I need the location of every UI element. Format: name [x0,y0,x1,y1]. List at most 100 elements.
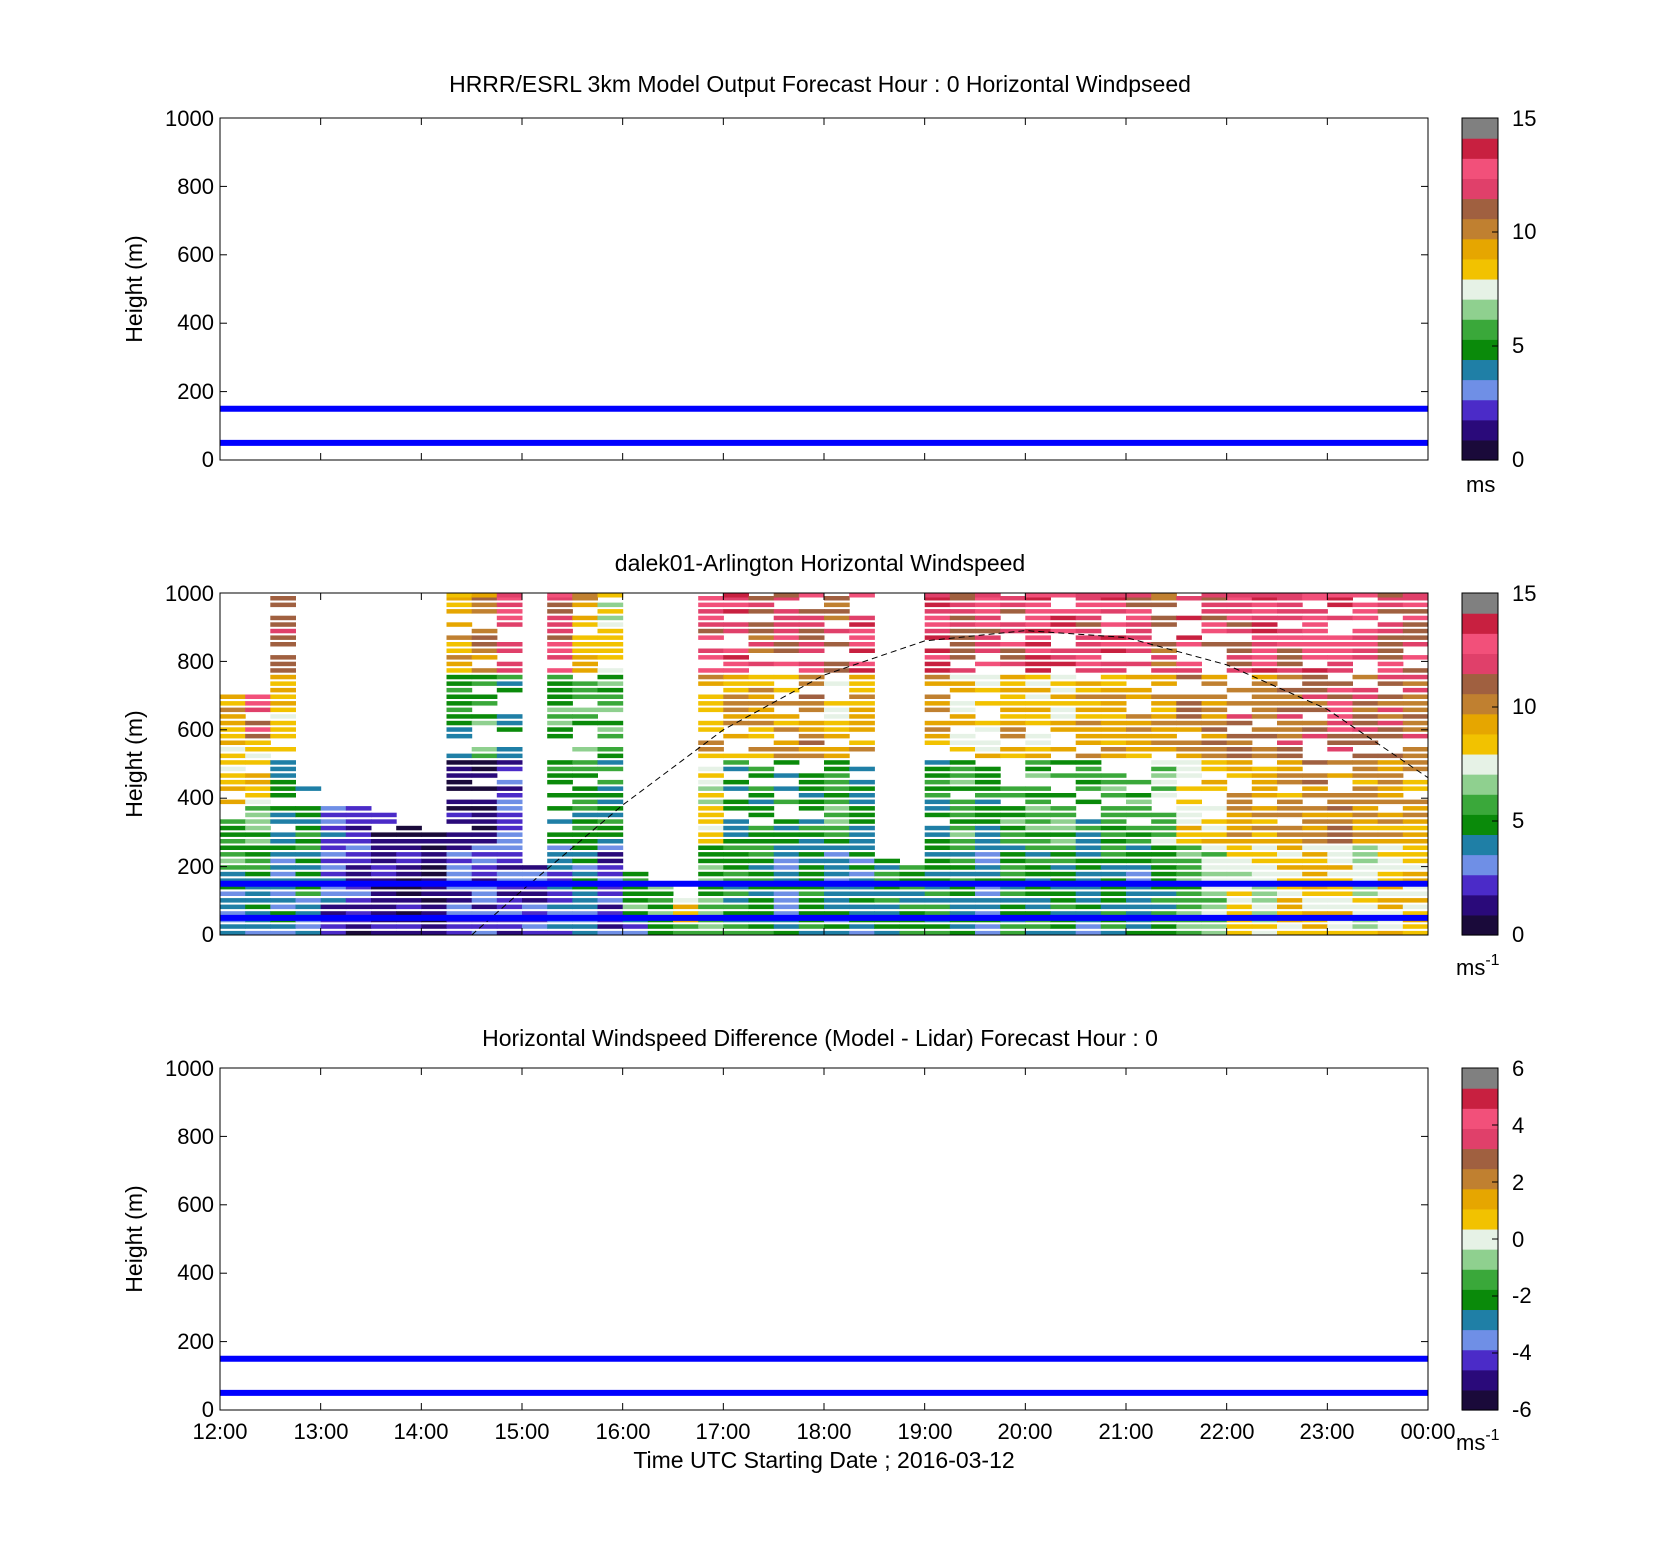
heatmap-cell [622,898,649,903]
heatmap-cell [824,701,850,706]
heatmap-cell [949,674,976,680]
heatmap-cell [798,747,825,752]
y-tick-label: 1000 [165,1056,214,1081]
heatmap-cell [1251,852,1278,857]
heatmap-cell [1075,720,1102,726]
heatmap-cell [446,845,473,850]
heatmap-cell [698,615,724,621]
heatmap-cell [220,760,246,765]
heatmap-cell [597,727,624,732]
heatmap-cell [446,766,473,772]
heatmap-cell [547,694,573,699]
heatmap-cell [1025,694,1051,699]
heatmap-cell [824,596,850,601]
heatmap-cell [1176,773,1202,778]
heatmap-cell [698,694,724,699]
heatmap-cell [1402,898,1429,903]
heatmap-cell [1126,858,1152,864]
heatmap-cell [496,852,523,857]
heatmap-cell [1302,668,1328,673]
heatmap-cell [572,635,598,640]
heatmap-cell [1050,615,1077,621]
heatmap-cell [270,747,296,752]
heatmap-cell [1176,884,1202,890]
colorbar-swatch [1462,258,1498,280]
colorbar-tick-label: -6 [1512,1397,1532,1422]
heatmap-cell [975,904,1001,910]
heatmap-cell [673,904,699,910]
heatmap-cell [1277,602,1303,608]
heatmap-cell [496,871,523,877]
heatmap-cell [1327,596,1353,601]
heatmap-cell [245,806,271,811]
heatmap-cell [1226,845,1253,850]
heatmap-cell [446,602,473,608]
heatmap-cell [1352,602,1379,608]
heatmap-cell [220,773,246,778]
heatmap-cell [1226,622,1253,627]
heatmap-cell [1176,858,1202,864]
heatmap-cell [547,707,573,713]
heatmap-cell [220,898,246,903]
heatmap-cell [245,786,271,791]
heatmap-cell [1251,753,1278,759]
heatmap-cell [924,622,951,627]
y-tick-label: 800 [177,174,214,199]
heatmap-cell [798,904,825,910]
heatmap-cell [1075,733,1102,739]
heatmap-cell [547,852,573,857]
heatmap-cell [572,898,598,903]
panel-title: HRRR/ESRL 3km Model Output Forecast Hour… [449,71,1191,97]
heatmap-cell [1226,642,1253,647]
heatmap-cell [270,668,296,673]
heatmap-cell [1377,884,1404,890]
heatmap-cell [924,628,951,634]
heatmap-cell [1201,825,1228,831]
heatmap-cell [1126,799,1152,805]
heatmap-cell [547,635,573,640]
heatmap-cell [1176,720,1202,726]
heatmap-cell [547,878,573,883]
heatmap-cell [748,674,775,680]
heatmap-cell [1277,740,1303,745]
heatmap-cell [1025,819,1051,824]
heatmap-cell [446,898,473,903]
heatmap-cell [1302,733,1328,739]
heatmap-cell [1302,779,1328,785]
heatmap-cell [496,766,523,772]
heatmap-cell [446,911,473,916]
heatmap-cell [1100,747,1127,752]
heatmap-cell [1151,891,1177,896]
heatmap-cell [1377,622,1404,627]
heatmap-cell [723,655,749,660]
heatmap-cell [924,904,951,910]
heatmap-cell [446,760,473,765]
heatmap-cell [446,839,473,844]
heatmap-cell [1327,615,1353,621]
heatmap-cell [371,878,397,883]
heatmap-cell [270,681,296,686]
heatmap-cell [824,720,850,726]
heatmap-cell [899,891,926,896]
heatmap-cell [975,832,1001,837]
heatmap-cell [547,911,573,916]
heatmap-cell [245,694,271,699]
heatmap-cell [471,694,498,699]
heatmap-cell [1025,714,1051,719]
heatmap-cell [245,773,271,778]
heatmap-cell [1226,839,1253,844]
heatmap-cell [1075,642,1102,647]
heatmap-cell [1100,648,1127,653]
heatmap-cell [1377,701,1404,706]
heatmap-cell [1025,898,1051,903]
heatmap-cell [1302,891,1328,896]
heatmap-cell [1327,825,1353,831]
heatmap-cell [849,839,875,844]
heatmap-cell [1000,806,1026,811]
heatmap-cell [798,786,825,791]
heatmap-cell [1025,930,1051,936]
heatmap-cell [1226,747,1253,752]
heatmap-cell [522,904,548,910]
colorbar-swatch [1462,118,1498,139]
heatmap-cell [1000,911,1026,916]
